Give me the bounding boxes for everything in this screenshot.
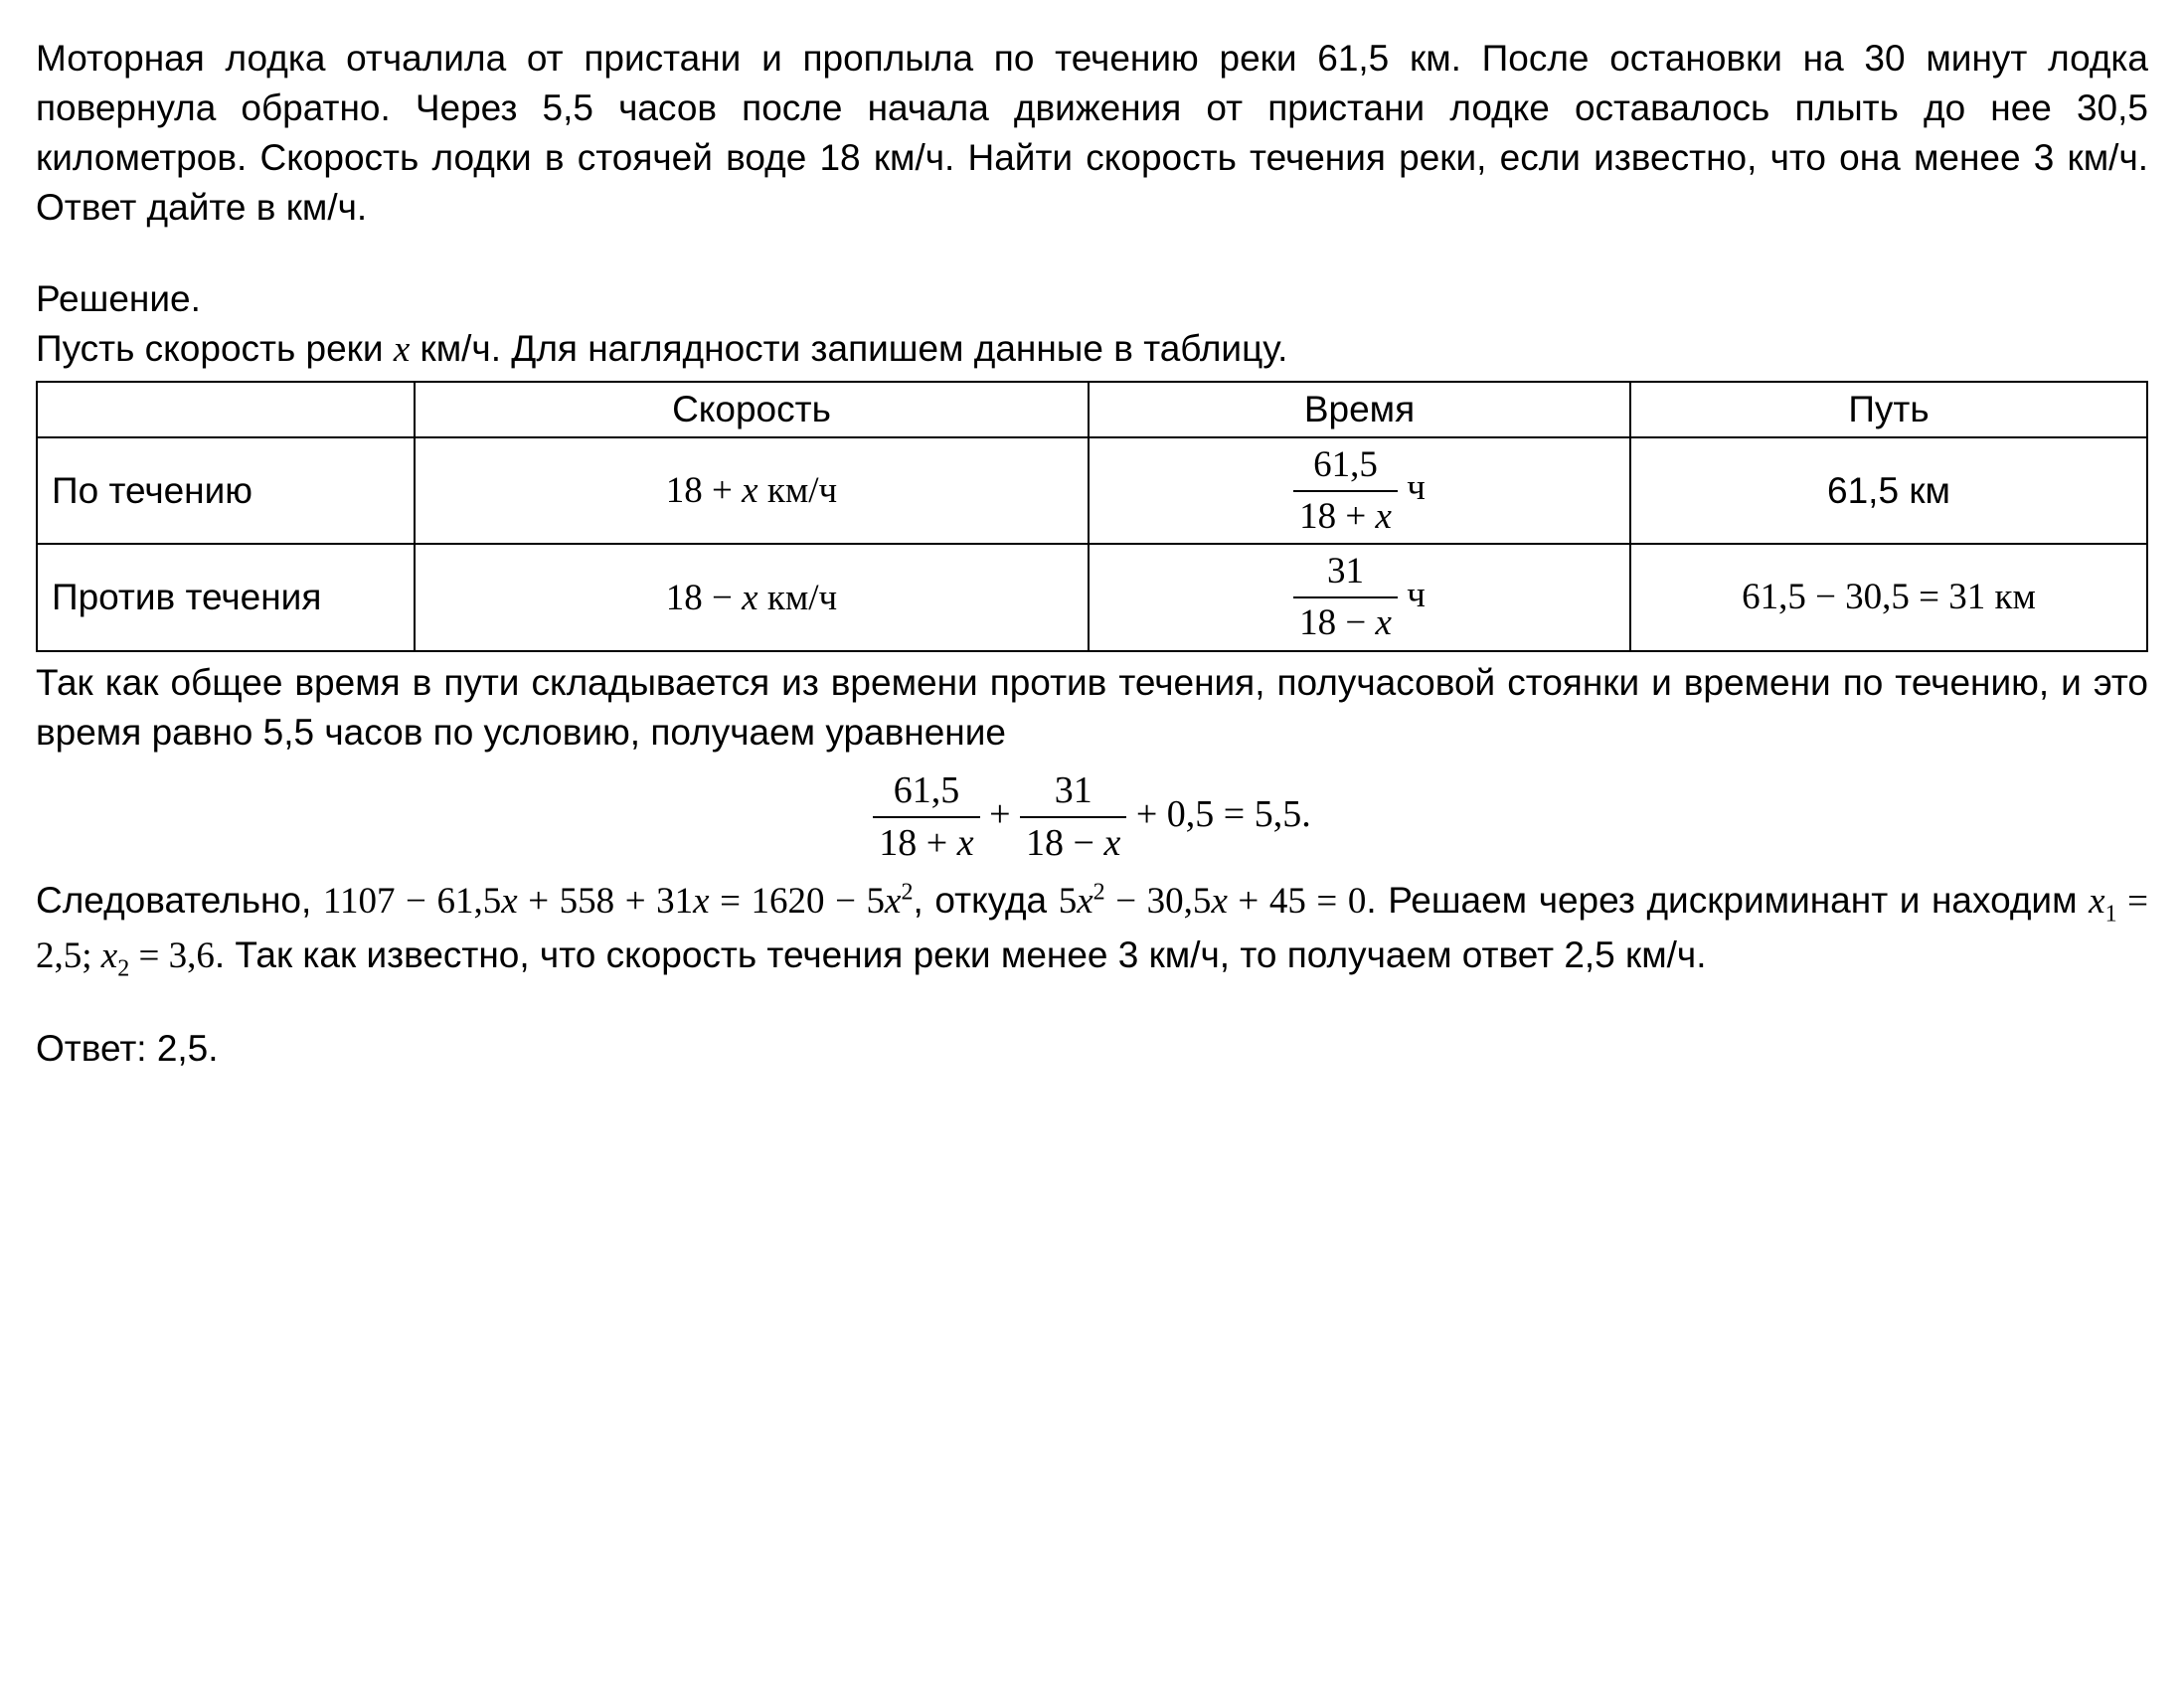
variable-x: x	[1077, 881, 1092, 922]
variable-x: x	[394, 329, 410, 370]
row1-label: По течению	[37, 437, 415, 545]
answer-label: Ответ:	[36, 1028, 157, 1069]
problem-statement: Моторная лодка отчалила от пристани и пр…	[36, 34, 2148, 233]
r2-time-den-pre: 18 −	[1299, 602, 1375, 643]
row2-label: Против течения	[37, 544, 415, 651]
answer-value: 2,5.	[157, 1028, 219, 1069]
eq2-c: + 45 = 0	[1228, 881, 1366, 922]
variable-x: x	[1376, 602, 1392, 643]
solution-intro: Пусть скорость реки x км/ч. Для наглядно…	[36, 324, 2148, 375]
variable-x: x	[742, 470, 757, 511]
r1-time-num: 61,5	[1293, 440, 1398, 490]
table-header-row: Скорость Время Путь	[37, 382, 2147, 437]
variable-x: x	[885, 881, 901, 922]
fraction: 31 18 − x	[1020, 765, 1126, 870]
eq-f2-den-pre: 18 −	[1026, 822, 1103, 864]
variable-x: x	[693, 881, 709, 922]
eq-f1-num: 61,5	[873, 765, 979, 816]
eq1-b: + 558 + 31	[518, 881, 693, 922]
variable-x: x	[957, 822, 974, 864]
eq2-a: 5	[1059, 881, 1078, 922]
variable-x: x	[101, 935, 117, 976]
main-equation: 61,5 18 + x + 31 18 − x + 0,5 = 5,5.	[36, 765, 2148, 870]
eq-tail: + 0,5 = 5,5.	[1126, 793, 1310, 835]
variable-x: x	[2089, 881, 2104, 922]
variable-x: x	[1376, 496, 1392, 537]
consequence-paragraph: Следовательно, 1107 − 61,5x + 558 + 31x …	[36, 876, 2148, 985]
x2-val: = 3,6	[129, 935, 215, 976]
r2-speed-before: 18 −	[666, 578, 742, 618]
r1-speed-before: 18 +	[666, 470, 742, 511]
r1-time-unit: ч	[1398, 467, 1426, 508]
conseq-tail: . Так как известно, что скорость течения…	[215, 934, 1707, 975]
r1-time-den-pre: 18 +	[1299, 496, 1375, 537]
r2-time-unit: ч	[1398, 575, 1426, 615]
table-row: Против течения 18 − x км/ч 31 18 − x ч 6…	[37, 544, 2147, 651]
r2-speed-after: км/ч	[758, 578, 838, 618]
row1-path: 61,5 км	[1630, 437, 2147, 545]
row1-time: 61,5 18 + x ч	[1089, 437, 1630, 545]
header-time: Время	[1089, 382, 1630, 437]
row2-path: 61,5 − 30,5 = 31 км	[1630, 544, 2147, 651]
variable-x: x	[1103, 822, 1120, 864]
conseq-mid1: , откуда	[914, 880, 1059, 921]
eq-f1-den-pre: 18 +	[879, 822, 956, 864]
conseq-pre: Следовательно,	[36, 880, 323, 921]
r2-time-num: 31	[1293, 547, 1398, 596]
intro-after: км/ч. Для наглядности запишем данные в т…	[410, 328, 1287, 369]
r1-speed-after: км/ч	[758, 470, 838, 511]
header-path: Путь	[1630, 382, 2147, 437]
eq2-b: − 30,5	[1105, 881, 1212, 922]
header-empty	[37, 382, 415, 437]
final-answer: Ответ: 2,5.	[36, 1024, 2148, 1074]
solution-label: Решение.	[36, 274, 2148, 324]
variable-x: x	[742, 578, 757, 618]
intro-before: Пусть скорость реки	[36, 328, 394, 369]
table-row: По течению 18 + x км/ч 61,5 18 + x ч 61,…	[37, 437, 2147, 545]
row2-time: 31 18 − x ч	[1089, 544, 1630, 651]
conseq-mid2: . Решаем через дискриминант и находим	[1366, 880, 2089, 921]
variable-x: x	[501, 881, 517, 922]
variable-x: x	[1211, 881, 1227, 922]
header-speed: Скорость	[415, 382, 1089, 437]
row1-speed: 18 + x км/ч	[415, 437, 1089, 545]
eq1-a: 1107 − 61,5	[323, 881, 501, 922]
after-table-text: Так как общее время в пути складывается …	[36, 658, 2148, 758]
row2-speed: 18 − x км/ч	[415, 544, 1089, 651]
fraction: 61,5 18 + x	[873, 765, 979, 870]
eq1-c: = 1620 − 5	[710, 881, 885, 922]
data-table: Скорость Время Путь По течению 18 + x км…	[36, 381, 2148, 653]
fraction: 31 18 − x	[1293, 547, 1398, 648]
fraction: 61,5 18 + x	[1293, 440, 1398, 542]
eq-plus1: +	[980, 793, 1020, 835]
eq-f2-num: 31	[1020, 765, 1126, 816]
